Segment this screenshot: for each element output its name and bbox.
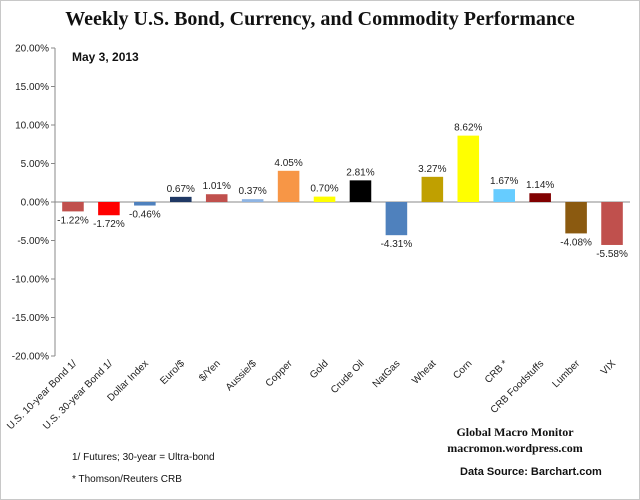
x-category-label: $/Yen <box>197 358 223 384</box>
x-category-label: Crude Oil <box>329 358 367 396</box>
data-label: 4.05% <box>274 158 302 169</box>
x-category-label: Lumber <box>550 358 582 390</box>
chart-title: Weekly U.S. Bond, Currency, and Commodit… <box>65 8 575 30</box>
footnote-crb: * Thomson/Reuters CRB <box>72 474 182 485</box>
data-label: 8.62% <box>454 123 482 134</box>
brand-site: macromon.wordpress.com <box>447 441 583 455</box>
data-label: 1.01% <box>203 181 231 192</box>
x-category-label: Euro/$ <box>158 358 187 387</box>
y-tick-label: -15.00% <box>12 313 49 324</box>
y-tick-label: -20.00% <box>12 352 49 363</box>
y-tick-label: 15.00% <box>15 82 49 93</box>
x-category-label: NatGas <box>371 358 403 390</box>
y-tick-label: -5.00% <box>17 236 49 247</box>
data-label: 1.67% <box>490 176 518 187</box>
data-label: -1.22% <box>57 215 89 226</box>
x-category-label: Wheat <box>410 358 438 386</box>
x-category-label: Copper <box>264 358 295 389</box>
data-label: 2.81% <box>346 167 374 178</box>
y-tick-label: 20.00% <box>15 44 49 55</box>
bar <box>493 189 515 202</box>
y-tick-label: 5.00% <box>21 159 49 170</box>
data-label: -4.08% <box>560 237 592 248</box>
x-category-label: CRB * <box>483 358 511 386</box>
bar <box>62 202 84 212</box>
footnote-futures: 1/ Futures; 30-year = Ultra-bond <box>72 452 215 463</box>
x-category-label: VIX <box>599 358 618 377</box>
data-label: -5.58% <box>596 249 628 260</box>
brand-name: Global Macro Monitor <box>456 425 574 439</box>
y-tick-label: 0.00% <box>21 198 49 209</box>
bar <box>205 194 228 202</box>
data-label: 1.14% <box>526 180 554 191</box>
data-label: 3.27% <box>418 164 446 175</box>
bar <box>529 193 551 202</box>
bar <box>385 202 408 236</box>
bar <box>349 180 372 202</box>
y-tick-label: 10.00% <box>15 121 49 132</box>
x-category-label: U.S. 10-year Bond 1/ <box>5 358 79 432</box>
x-category-label: Corn <box>451 358 474 381</box>
y-tick-label: -10.00% <box>12 275 49 286</box>
bar <box>601 202 623 245</box>
data-label: 0.67% <box>167 184 195 195</box>
bar <box>565 202 587 234</box>
bar <box>277 170 300 202</box>
data-label: 0.37% <box>238 186 266 197</box>
bar <box>457 135 480 202</box>
bar <box>170 196 192 202</box>
chart-subtitle: May 3, 2013 <box>72 50 139 64</box>
bar <box>98 202 120 216</box>
bar <box>313 196 336 202</box>
data-source: Data Source: Barchart.com <box>460 466 602 478</box>
bar <box>421 176 444 202</box>
data-label: 0.70% <box>310 184 338 195</box>
data-label: -0.46% <box>129 210 161 221</box>
x-category-label: U.S. 30-year Bond 1/ <box>41 358 115 432</box>
bar <box>134 202 156 206</box>
x-category-label: Gold <box>308 358 331 381</box>
bar <box>241 199 264 202</box>
x-category-label: Aussie/$ <box>224 358 259 393</box>
data-label: -4.31% <box>381 239 413 250</box>
data-label: -1.72% <box>93 219 125 230</box>
